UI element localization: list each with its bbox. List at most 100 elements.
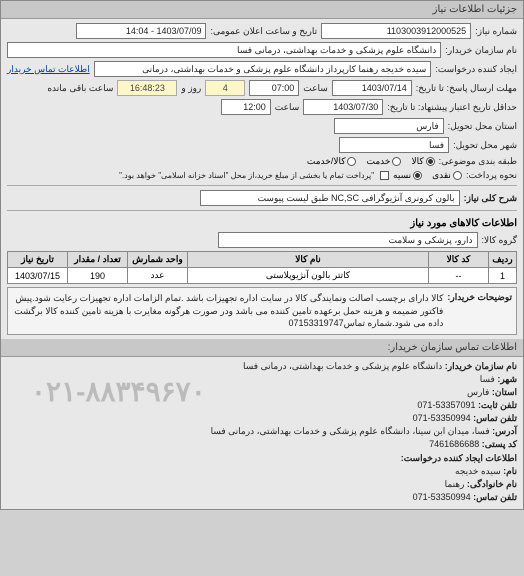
divider-1 bbox=[7, 185, 517, 186]
items-title-text: اطلاعات کالاهای مورد نیاز bbox=[410, 218, 517, 229]
th-date: تاریخ نیاز bbox=[8, 252, 68, 268]
form-area: شماره نیاز: 1103003912000525 تاریخ و ساع… bbox=[1, 19, 523, 339]
divider-2 bbox=[7, 210, 517, 211]
creator-tel-line: تلفن تماس: 53350994-071 bbox=[7, 492, 517, 503]
contact-post-label: کد پستی: bbox=[482, 439, 517, 449]
contact-state-label: استان: bbox=[492, 387, 517, 397]
cell-unit: عدد bbox=[128, 268, 188, 284]
radio-dot-icon bbox=[453, 171, 462, 180]
cell-name: کاتتر بالون آنژیوپلاستی bbox=[188, 268, 429, 284]
radio-some[interactable]: خدمت bbox=[366, 156, 401, 167]
radio-dot-icon bbox=[347, 157, 356, 166]
remain-days: 4 bbox=[205, 80, 245, 96]
cell-date: 1403/07/15 bbox=[8, 268, 68, 284]
deadline-time: 07:00 bbox=[249, 80, 299, 96]
contact-link[interactable]: اطلاعات تماس خریدار bbox=[7, 64, 90, 75]
th-idx: ردیف bbox=[489, 252, 517, 268]
creator-fname: سیده خدیجه bbox=[455, 466, 501, 476]
items-title: اطلاعات کالاهای مورد نیاز bbox=[7, 215, 517, 232]
cell-qty: 190 bbox=[68, 268, 128, 284]
radio-cash[interactable]: نقدی bbox=[432, 170, 462, 181]
creator-lname-label: نام خانوادگی: bbox=[467, 479, 517, 489]
contact-state-line: استان: فارس bbox=[7, 387, 517, 398]
cell-code: -- bbox=[429, 268, 489, 284]
row-buyer: نام سازمان خریدار: دانشگاه علوم پزشکی و … bbox=[7, 42, 517, 58]
radio-all-label: کالا bbox=[411, 156, 423, 166]
group-value: دارو، پزشکی و سلامت bbox=[218, 232, 478, 248]
delivery-city-label: شهر محل تحویل: bbox=[453, 140, 517, 151]
table-header-row: ردیف کد کالا نام کالا واحد شمارش تعداد /… bbox=[8, 252, 517, 268]
contact-addr-label: آدرس: bbox=[492, 426, 517, 436]
remain-time: 16:48:23 bbox=[117, 80, 177, 96]
validity-label: حداقل تاریخ اعتبار پیشنهاد: تا تاریخ: bbox=[387, 102, 517, 113]
table-head: ردیف کد کالا نام کالا واحد شمارش تعداد /… bbox=[8, 252, 517, 268]
radio-all[interactable]: کالا bbox=[411, 156, 434, 167]
check-icon bbox=[380, 171, 389, 180]
contact-header: اطلاعات تماس سازمان خریدار: bbox=[1, 339, 523, 357]
items-table: ردیف کد کالا نام کالا واحد شمارش تعداد /… bbox=[7, 251, 517, 284]
radio-other-label: نسیه bbox=[393, 170, 411, 180]
validity-date: 1403/07/30 bbox=[303, 99, 383, 115]
th-qty: تعداد / مقدار bbox=[68, 252, 128, 268]
row-deadline: مهلت ارسال پاسخ: تا تاریخ: 1403/07/14 سا… bbox=[7, 80, 517, 96]
row-payment: نحوه پرداخت: نقدی نسیه "پرداخت تمام یا ب… bbox=[7, 170, 517, 181]
time-label-1: ساعت bbox=[303, 83, 328, 94]
buyer-label: نام سازمان خریدار: bbox=[445, 45, 517, 56]
note-label: توضیحات خریدار: bbox=[447, 292, 512, 330]
remain-suffix: ساعت باقی مانده bbox=[47, 83, 113, 94]
root-panel: جزئیات اطلاعات نیاز شماره نیاز: 11030039… bbox=[0, 0, 524, 510]
contact-phone: 53357091-071 bbox=[417, 400, 475, 410]
row-requester: ایجاد کننده درخواست: سیده خدیجه رهنما کا… bbox=[7, 61, 517, 77]
validity-time: 12:00 bbox=[221, 99, 271, 115]
radio-other[interactable]: نسیه bbox=[393, 170, 422, 181]
req-no-label: شماره نیاز: bbox=[475, 26, 517, 37]
radio-goods[interactable]: کالا/خدمت bbox=[307, 156, 357, 167]
table-body: 1 -- کاتتر بالون آنژیوپلاستی عدد 190 140… bbox=[8, 268, 517, 284]
th-unit: واحد شمارش bbox=[128, 252, 188, 268]
deadline-label: مهلت ارسال پاسخ: تا تاریخ: bbox=[416, 83, 517, 94]
contact-fax-line: تلفن تماس: 53350994-071 bbox=[7, 413, 517, 424]
budget-radio-group: کالا خدمت کالا/خدمت bbox=[307, 156, 435, 167]
contact-phone-label: تلفن ثابت: bbox=[478, 400, 517, 410]
contact-org: دانشگاه علوم پزشکی و خدمات بهداشتی، درما… bbox=[243, 361, 442, 371]
contact-state: فارس bbox=[467, 387, 489, 397]
time-label-2: ساعت bbox=[275, 102, 300, 113]
delivery-city: فسا bbox=[339, 137, 449, 153]
contact-city-label: شهر: bbox=[497, 374, 517, 384]
remain-days-label: روز و bbox=[181, 83, 201, 94]
desc-label: شرح کلی نیاز: bbox=[464, 193, 517, 204]
buyer-value: دانشگاه علوم پزشکی و خدمات بهداشتی، درما… bbox=[7, 42, 441, 58]
th-code: کد کالا bbox=[429, 252, 489, 268]
group-label: گروه کالا: bbox=[482, 235, 517, 246]
creator-lname-line: نام خانوادگی: رهنما bbox=[7, 479, 517, 490]
contact-org-label: نام سازمان خریدار: bbox=[445, 361, 517, 371]
creator-title-line: اطلاعات ایجاد کننده درخواست: bbox=[7, 453, 517, 464]
contact-addr-line: آدرس: فسا، میدان ابن سینا، دانشگاه علوم … bbox=[7, 426, 517, 437]
radio-dot-icon bbox=[392, 157, 401, 166]
contact-city-line: شهر: فسا bbox=[7, 374, 517, 385]
contact-post-line: کد پستی: 7461686688 bbox=[7, 439, 517, 450]
radio-dot-icon bbox=[413, 171, 422, 180]
contact-phone-line: تلفن ثابت: 53357091-071 bbox=[7, 400, 517, 411]
contact-fax-label: تلفن تماس: bbox=[473, 413, 517, 423]
radio-cash-label: نقدی bbox=[432, 170, 451, 180]
row-req-no: شماره نیاز: 1103003912000525 تاریخ و ساع… bbox=[7, 23, 517, 39]
delivery-state-label: استان محل تحویل: bbox=[448, 121, 517, 132]
contact-fax: 53350994-071 bbox=[413, 413, 471, 423]
radio-some-label: خدمت bbox=[366, 156, 390, 166]
payment-note: "پرداخت تمام یا بخشی از مبلغ خرید،از محل… bbox=[119, 171, 374, 180]
radio-goods-label: کالا/خدمت bbox=[307, 156, 346, 166]
creator-lname: رهنما bbox=[445, 479, 465, 489]
table-row: 1 -- کاتتر بالون آنژیوپلاستی عدد 190 140… bbox=[8, 268, 517, 284]
buyer-note-box: توضیحات خریدار: کالا دارای برچسب اصالت و… bbox=[7, 287, 517, 335]
contact-section: ۰۲۱-۸۸۳۴۹۶۷۰ نام سازمان خریدار: دانشگاه … bbox=[1, 357, 523, 509]
req-no-value: 1103003912000525 bbox=[321, 23, 471, 39]
payment-check[interactable] bbox=[378, 170, 389, 181]
row-budget: طبقه بندی موضوعی: کالا خدمت کالا/خدمت bbox=[7, 156, 517, 167]
main-header: جزئیات اطلاعات نیاز bbox=[1, 1, 523, 19]
contact-post: 7461686688 bbox=[429, 439, 479, 449]
row-delivery-city: شهر محل تحویل: فسا bbox=[7, 137, 517, 153]
row-validity: حداقل تاریخ اعتبار پیشنهاد: تا تاریخ: 14… bbox=[7, 99, 517, 115]
row-delivery-state: استان محل تحویل: فارس bbox=[7, 118, 517, 134]
th-name: نام کالا bbox=[188, 252, 429, 268]
